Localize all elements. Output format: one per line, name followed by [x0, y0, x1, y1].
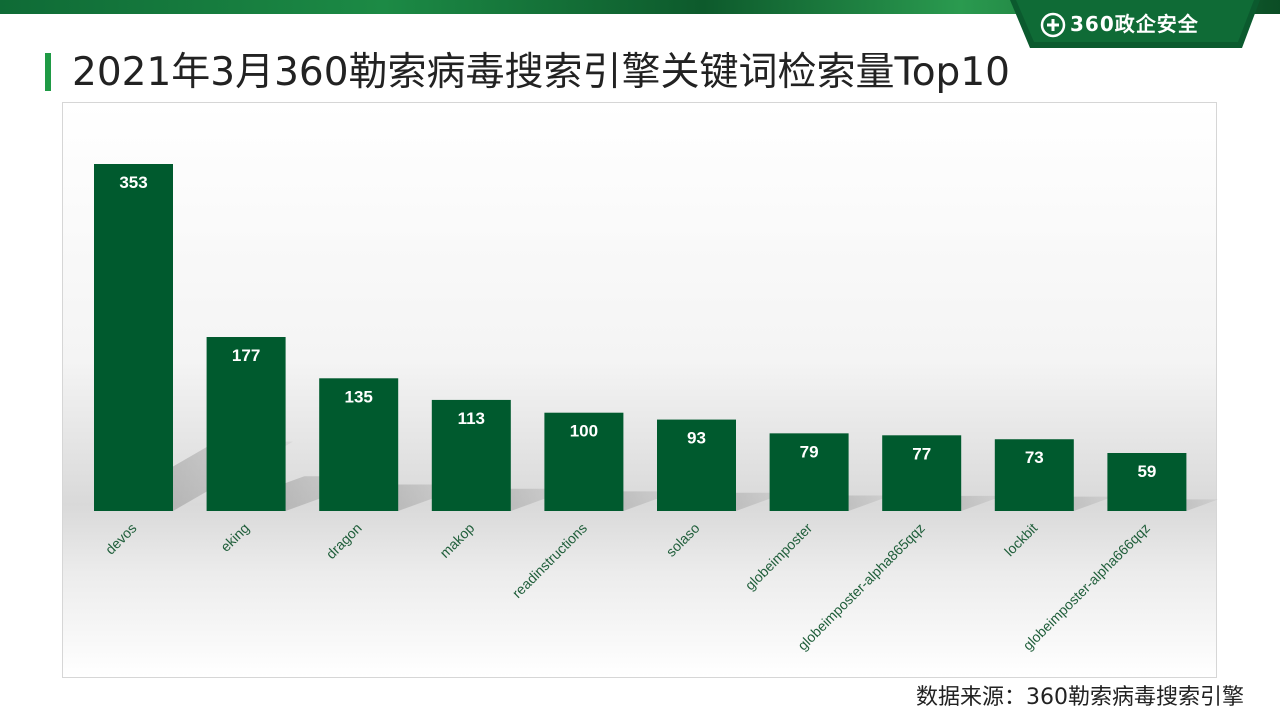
value-label: 77: [912, 444, 931, 463]
category-label: globeimposter-alpha865qqz: [794, 520, 927, 653]
bar-devos: [94, 164, 173, 511]
value-label: 177: [232, 346, 260, 365]
title-accent-bar: [45, 53, 51, 91]
category-label: makop: [436, 520, 477, 561]
value-label: 73: [1025, 448, 1044, 467]
page-title: 2021年3月360勒索病毒搜索引擎关键词检索量Top10: [72, 50, 1010, 95]
value-label: 353: [119, 173, 147, 192]
category-label: dragon: [323, 520, 365, 562]
value-label: 135: [345, 387, 373, 406]
value-label: 113: [458, 409, 485, 428]
value-label: 59: [1137, 462, 1156, 481]
brand-logo-text: 360政企安全: [1070, 12, 1199, 36]
source-note: 数据来源：360勒索病毒搜索引擎: [916, 685, 1244, 710]
bar-globeimposter-alpha865qqz: [882, 435, 962, 511]
value-label: 93: [687, 429, 706, 448]
bar-globeimposter: [769, 433, 849, 511]
category-label: solaso: [663, 520, 703, 560]
brand-logo-tab: [1010, 0, 1260, 48]
bar-globeimposter-alpha666qqz: [1107, 453, 1187, 511]
category-label: lockbit: [1001, 520, 1040, 559]
value-label: 79: [800, 442, 819, 461]
value-label: 100: [570, 422, 598, 441]
top-decorative-band: [0, 0, 1280, 14]
brand-plus-icon: [1040, 12, 1066, 38]
bar-readinstructions: [544, 412, 624, 511]
bar-solaso: [657, 419, 736, 511]
bar-lockbit: [994, 439, 1074, 511]
category-label: globeimposter: [742, 520, 816, 594]
category-label: eking: [217, 520, 252, 555]
category-label: readinstructions: [509, 520, 590, 601]
bar-makop: [431, 399, 511, 511]
bar-eking: [206, 337, 286, 511]
bar-dragon: [319, 378, 399, 511]
category-label: devos: [102, 520, 140, 558]
category-label: globeimposter-alpha666qqz: [1020, 520, 1153, 653]
